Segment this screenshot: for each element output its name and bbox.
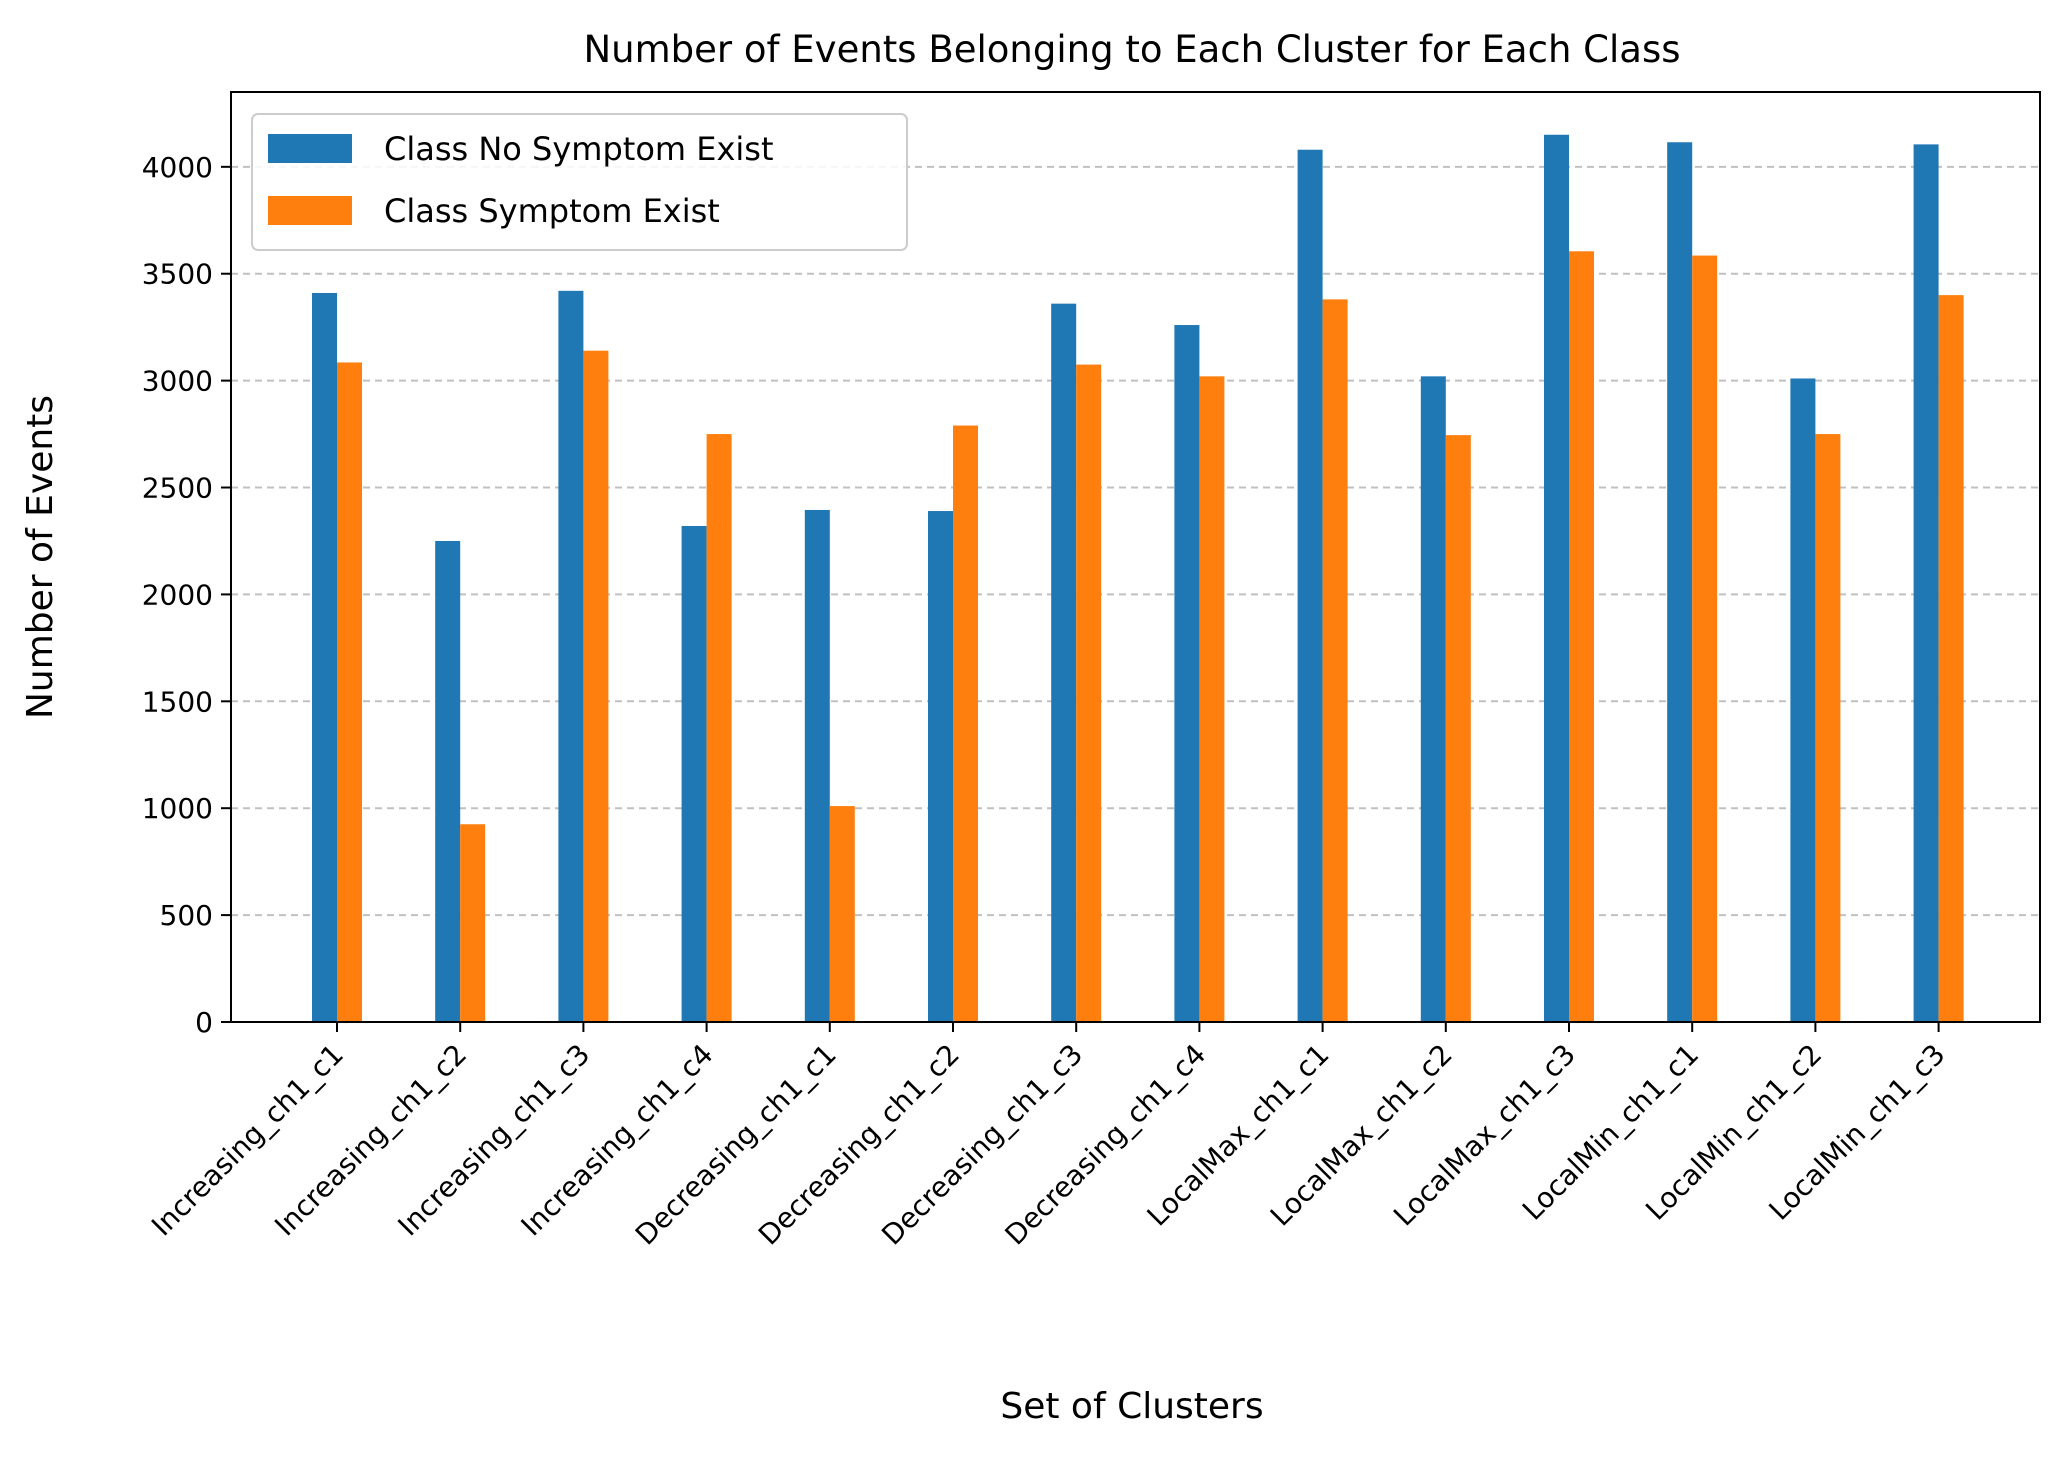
legend-swatch-series-1: [268, 134, 352, 163]
bar-2: [706, 434, 732, 1022]
bars: [312, 134, 1964, 1023]
y-tick-label: 1500: [142, 685, 213, 718]
y-tick-label: 500: [160, 899, 213, 932]
y-axis-title: Number of Events: [20, 395, 61, 719]
legend: Class No Symptom Exist Class Symptom Exi…: [251, 113, 908, 251]
bar-1: [1297, 149, 1323, 1023]
bar-1: [1667, 142, 1693, 1022]
bar-2: [1199, 376, 1225, 1022]
bar-1: [1790, 378, 1816, 1022]
bar-2: [1569, 251, 1594, 1022]
y-tick-label: 2000: [142, 578, 213, 611]
bar-2: [337, 362, 362, 1023]
bar-1: [1174, 325, 1200, 1022]
y-tick-label: 1000: [142, 792, 213, 825]
bar-2: [1076, 364, 1102, 1023]
y-tick-label: 0: [195, 1006, 213, 1039]
legend-label-series-2: Class Symptom Exist: [384, 192, 720, 230]
bar-2: [1815, 434, 1841, 1022]
bar-1: [1544, 134, 1569, 1023]
y-tick-label: 3000: [142, 365, 213, 398]
bar-1: [312, 292, 337, 1022]
bar-1: [928, 511, 953, 1022]
bar-1: [435, 540, 461, 1022]
legend-swatch-series-2: [268, 196, 352, 225]
bar-2: [953, 425, 978, 1023]
bar-1: [1420, 376, 1446, 1022]
y-tick-label: 2500: [142, 472, 213, 505]
bar-1: [558, 290, 584, 1022]
bar-2: [1938, 295, 1964, 1022]
legend-frame: [251, 113, 908, 251]
legend-label-series-1: Class No Symptom Exist: [384, 130, 774, 168]
y-axis: 0 500 1000 1500 2000 2500 3000 3500 4000: [142, 151, 231, 1039]
bar-2: [1692, 255, 1718, 1022]
bar-1: [1051, 303, 1077, 1023]
y-tick-label: 4000: [142, 151, 213, 184]
bar-2: [460, 824, 486, 1022]
y-tick-label: 3500: [142, 258, 213, 291]
grid-lines: [231, 165, 2040, 917]
x-axis-title: Set of Clusters: [1000, 1386, 1263, 1427]
bar-2: [1322, 299, 1348, 1023]
bar-1: [804, 509, 830, 1022]
plot-frame: [230, 91, 2041, 1023]
bar-2: [583, 350, 609, 1022]
bar-2: [1445, 435, 1471, 1022]
bar-2: [829, 806, 855, 1022]
chart-title: Number of Events Belonging to Each Clust…: [583, 28, 1680, 71]
bar-1: [681, 526, 707, 1022]
bar-1: [1913, 144, 1939, 1023]
